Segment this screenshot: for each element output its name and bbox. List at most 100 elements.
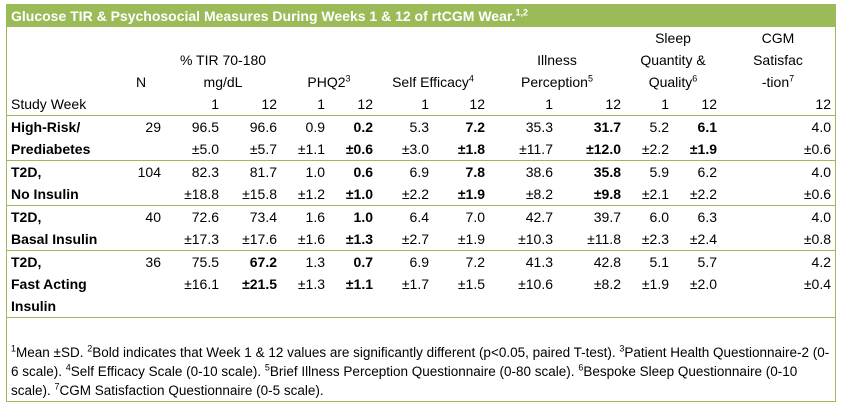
- group-name: Fast Acting: [11, 276, 87, 292]
- study-week-label: Study Week: [7, 93, 117, 116]
- cell-value: 6.9: [377, 160, 433, 183]
- header-row-1: Sleep CGM: [7, 27, 835, 49]
- cell-sd: ±1.9: [689, 141, 717, 157]
- cell-sd: ±2.3: [641, 231, 669, 247]
- cell-value: 42.7: [489, 205, 557, 228]
- week-1-tir: 1: [165, 93, 223, 116]
- cell-value: 38.6: [489, 160, 557, 183]
- cell-sd: ±1.9: [457, 186, 485, 202]
- group-name: T2D,: [7, 160, 117, 183]
- cell-sd: ±10.6: [518, 276, 553, 292]
- header-illness-line2: Perception5: [521, 73, 593, 90]
- cell-sd: ±2.2: [689, 186, 717, 202]
- cell-value: 81.7: [223, 160, 281, 183]
- cell-sd: ±0.6: [345, 141, 373, 157]
- cell-value: 5.2: [625, 115, 673, 138]
- cell-value: 82.3: [165, 160, 223, 183]
- cell-sd: ±2.2: [401, 186, 429, 202]
- study-week-row: Study Week 1 12 1 12 1 12 1 12 1 12 12: [7, 93, 835, 116]
- cell-sd: ±11.7: [519, 141, 553, 157]
- cell-value: 42.8: [557, 250, 625, 273]
- cell-sd: ±1.2: [297, 186, 325, 202]
- cell-value: 31.7: [557, 115, 625, 138]
- cell-sd: ±5.0: [191, 141, 219, 157]
- cell-sd: ±1.3: [345, 231, 373, 247]
- cell-value: 35.3: [489, 115, 557, 138]
- cell-value: 7.2: [433, 115, 489, 138]
- cell-sd: ±3.0: [401, 141, 429, 157]
- week-12-tir: 12: [223, 93, 281, 116]
- cell-sd: ±16.1: [184, 276, 219, 292]
- cell-sd: ±21.5: [242, 276, 277, 292]
- group-name: No Insulin: [11, 186, 79, 202]
- cell-value: 4.0: [721, 160, 835, 183]
- cell-sd: ±1.1: [297, 141, 325, 157]
- header-self-efficacy: Self Efficacy4: [392, 73, 474, 90]
- group-name: High-Risk/: [7, 115, 117, 138]
- cell-sd: ±2.0: [689, 276, 717, 292]
- cell-value: 4.0: [721, 115, 835, 138]
- cell-value: 5.1: [625, 250, 673, 273]
- cell-sd: ±10.3: [518, 231, 553, 247]
- cell-value: 0.2: [329, 115, 377, 138]
- cell-value: 35.8: [557, 160, 625, 183]
- results-table: Sleep CGM % TIR 70-180 Illness Quantity …: [7, 27, 835, 318]
- cell-value: 75.5: [165, 250, 223, 273]
- header-row-2: % TIR 70-180 Illness Quantity & Satisfac: [7, 49, 835, 71]
- table-row: No Insulin ±18.8 ±15.8 ±1.2 ±1.0 ±2.2 ±1…: [7, 183, 835, 206]
- table-title: Glucose TIR & Psychosocial Measures Duri…: [7, 5, 835, 27]
- footnote: 1Mean ±SD. 2Bold indicates that Week 1 &…: [11, 343, 830, 398]
- week-1-phq: 1: [281, 93, 329, 116]
- cell-value: 1.0: [281, 160, 329, 183]
- header-sleep-line2: Quantity &: [640, 52, 706, 68]
- cell-sd: ±8.2: [593, 276, 621, 292]
- cell-value: 39.7: [557, 205, 625, 228]
- cell-value: 72.6: [165, 205, 223, 228]
- title-text: Glucose TIR & Psychosocial Measures Duri…: [11, 8, 516, 24]
- header-cgm-line1: CGM: [761, 30, 795, 46]
- week-12-se: 12: [433, 93, 489, 116]
- cell-sd: ±0.4: [803, 276, 831, 292]
- header-row-3: N mg/dL PHQ23 Self Efficacy4 Perception5…: [7, 71, 835, 93]
- group-name: Insulin: [7, 295, 117, 318]
- cell-value: 1.3: [281, 250, 329, 273]
- cell-sd: ±1.9: [641, 276, 669, 292]
- cell-sd: ±1.9: [457, 231, 485, 247]
- group-name: Basal Insulin: [11, 231, 98, 247]
- cell-sd: ±18.8: [184, 186, 219, 202]
- cell-value: 6.3: [673, 205, 721, 228]
- group-name: T2D,: [7, 205, 117, 228]
- cell-value: 5.3: [377, 115, 433, 138]
- cell-value: 6.4: [377, 205, 433, 228]
- table-frame: Glucose TIR & Psychosocial Measures Duri…: [6, 4, 836, 402]
- cell-sd: ±0.8: [803, 231, 831, 247]
- header-cgm-line2: Satisfac: [753, 52, 803, 68]
- table-row: Insulin: [7, 295, 835, 318]
- group-n: 36: [117, 250, 165, 273]
- header-sleep-line1: Sleep: [655, 30, 691, 46]
- cell-sd: ±15.8: [242, 186, 277, 202]
- cell-sd: ±1.7: [401, 276, 429, 292]
- week-12-ip: 12: [557, 93, 625, 116]
- header-illness-line1: Illness: [537, 52, 577, 68]
- cell-sd: ±2.4: [689, 231, 717, 247]
- cell-sd: ±1.1: [345, 276, 373, 292]
- cell-value: 5.9: [625, 160, 673, 183]
- week-12-cgm: 12: [721, 93, 835, 116]
- header-sleep-line3: Quality6: [648, 73, 698, 90]
- cell-sd: ±8.2: [525, 186, 553, 202]
- cell-value: 6.2: [673, 160, 721, 183]
- group-n: 104: [117, 160, 165, 183]
- cell-sd: ±1.3: [297, 276, 325, 292]
- cell-sd: ±12.0: [586, 141, 621, 157]
- cell-sd: ±17.3: [184, 231, 219, 247]
- week-1-ip: 1: [489, 93, 557, 116]
- header-tir-line2: mg/dL: [203, 74, 243, 90]
- cell-value: 4.2: [721, 250, 835, 273]
- cell-sd: ±0.6: [803, 186, 831, 202]
- cell-sd: ±9.8: [593, 186, 621, 202]
- cell-value: 0.6: [329, 160, 377, 183]
- week-1-sq: 1: [625, 93, 673, 116]
- cell-sd: ±11.8: [587, 231, 621, 247]
- cell-sd: ±1.5: [457, 276, 485, 292]
